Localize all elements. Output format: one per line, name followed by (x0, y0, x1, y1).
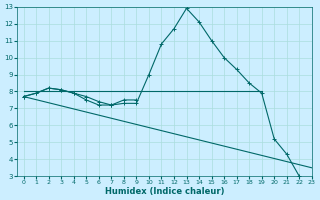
X-axis label: Humidex (Indice chaleur): Humidex (Indice chaleur) (105, 187, 224, 196)
